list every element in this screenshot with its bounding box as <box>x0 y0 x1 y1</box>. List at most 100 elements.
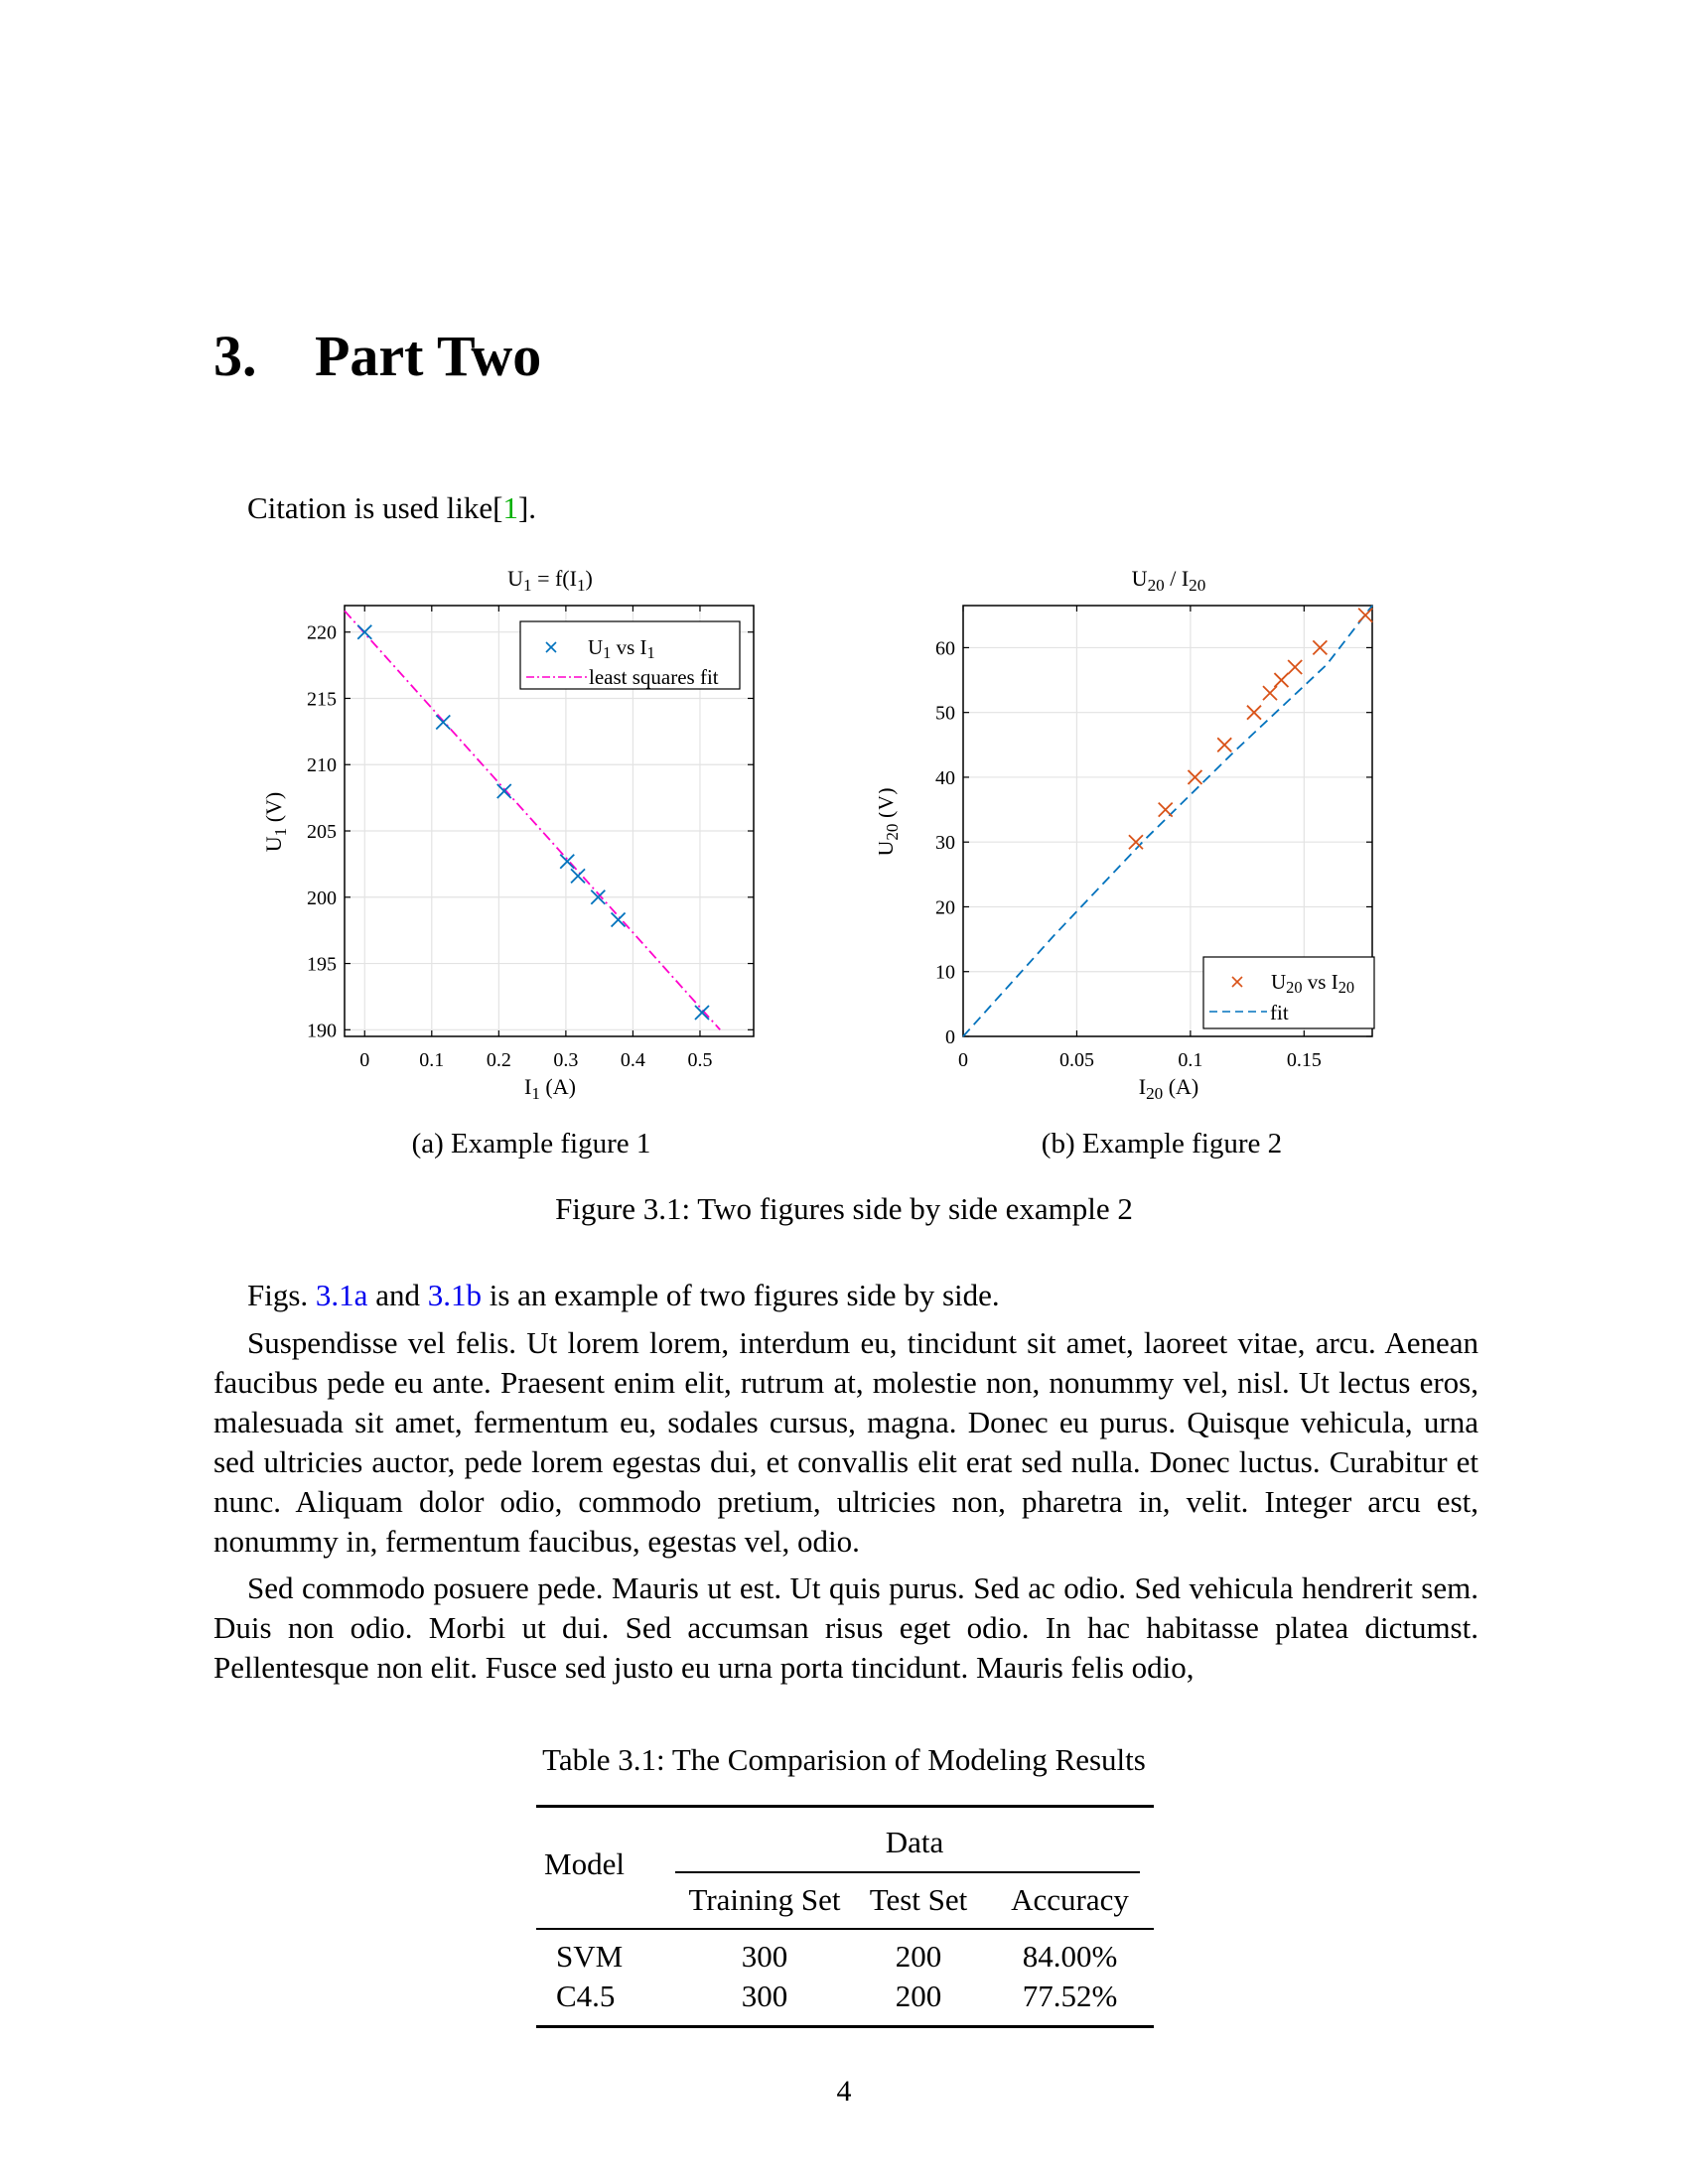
figure-a-axes-box <box>344 605 755 1037</box>
figure-a-title: U1 = f(I1) <box>507 566 593 595</box>
y-tick-label: 200 <box>307 887 337 909</box>
intro-line: Citation is used like[1]. <box>247 488 536 528</box>
data-point <box>1312 639 1328 656</box>
figure-a-xtick-labels: 0 0.1 0.2 0.3 0.4 0.5 <box>359 1049 712 1071</box>
data-point <box>1128 834 1144 850</box>
y-tick-label: 190 <box>307 1020 337 1041</box>
data-point <box>1262 685 1278 701</box>
figure-ref-b[interactable]: 3.1b <box>427 1278 482 1312</box>
data-point <box>1246 705 1262 721</box>
data-point <box>559 854 575 870</box>
x-tick-label: 0.5 <box>687 1049 712 1071</box>
figs-sentence: Figs. 3.1a and 3.1b is an example of two… <box>247 1276 1000 1315</box>
intro-prefix: Citation is used like[ <box>247 490 503 525</box>
table-cell: 300 <box>741 1939 788 1974</box>
figure-a-ticks <box>345 606 754 1036</box>
figure-a-legend-marker <box>545 641 557 653</box>
data-point <box>1273 672 1290 688</box>
y-tick-label: 215 <box>307 688 337 710</box>
figure-b-legend-label-2: fit <box>1270 1001 1289 1024</box>
data-point <box>1216 737 1232 752</box>
data-point <box>435 714 451 731</box>
y-tick-label: 20 <box>935 896 955 918</box>
table-cell: 200 <box>895 1979 942 2013</box>
x-tick-label: 0 <box>958 1049 968 1071</box>
table-caption: Table 3.1: The Comparision of Modeling R… <box>542 1742 1146 1777</box>
figure-b-axes-box <box>962 605 1373 1037</box>
chapter-heading: 3. Part Two <box>213 328 541 385</box>
table-header-group: Data <box>885 1825 944 1859</box>
figs-suffix: is an example of two figures side by sid… <box>481 1278 1000 1312</box>
figure-a-ytick-labels: 190 195 200 205 210 215 220 <box>307 622 337 1042</box>
chapter-title: Part Two <box>315 324 542 388</box>
y-tick-label: 50 <box>935 703 955 725</box>
figure-b-xtick-labels: 0 0.05 0.1 0.15 <box>958 1049 1322 1071</box>
data-point <box>1287 659 1303 675</box>
figure-a-legend-label-2: least squares fit <box>589 665 719 689</box>
figure-ref-a[interactable]: 3.1a <box>315 1278 368 1312</box>
table-col-training: Training Set <box>688 1882 841 1917</box>
figure-a-fit-line <box>344 610 721 1030</box>
chapter-number: 3. <box>213 324 257 388</box>
figure-b-chart: U20 / I20 0 0.05 0.1 0.15 0 10 20 30 40 50 60 U20… <box>879 566 1375 1103</box>
page-number: 4 <box>836 2075 852 2108</box>
y-tick-label: 30 <box>935 832 955 854</box>
table-cell: 84.00% <box>1022 1939 1118 1974</box>
citation-link[interactable]: 1 <box>502 490 518 525</box>
series-line <box>344 610 721 1030</box>
figure-b-legend-box <box>1202 956 1375 1029</box>
data-point <box>570 868 586 885</box>
y-tick-label: 220 <box>307 622 337 644</box>
figure-b-ylabel: U20 (V) <box>879 787 902 856</box>
figure-a-xlabel: I1 (A) <box>524 1074 576 1103</box>
figure-a-ylabel: U1 (V) <box>261 792 290 853</box>
x-tick-label: 0.15 <box>1287 1049 1322 1071</box>
x-tick-label: 0.4 <box>621 1049 645 1071</box>
data-point <box>610 911 627 928</box>
table-mid-rule <box>536 1928 1154 1930</box>
table-cell-model: SVM <box>556 1939 624 1974</box>
intro-suffix: ]. <box>517 490 537 525</box>
data-point <box>496 783 512 799</box>
data-point <box>694 1005 710 1021</box>
figure-a-caption: (a) Example figure 1 <box>411 1128 651 1160</box>
table-top-rule <box>536 1805 1154 1808</box>
figure-b-legend-label-1: U20 vs I20 <box>1271 970 1354 997</box>
table-cell: 200 <box>895 1939 942 1974</box>
y-tick-label: 10 <box>935 962 955 984</box>
table-cell-model: C4.5 <box>556 1979 616 2013</box>
figure-b-legend-marker <box>1231 976 1243 988</box>
figure-b-xlabel: I20 (A) <box>1139 1074 1199 1103</box>
y-tick-label: 195 <box>307 954 337 976</box>
figure-a-legend-box <box>519 620 741 690</box>
x-tick-label: 0.3 <box>553 1049 578 1071</box>
figure-caption: Figure 3.1: Two figures side by side exa… <box>555 1191 1133 1226</box>
data-point <box>590 889 606 905</box>
y-tick-label: 210 <box>307 754 337 776</box>
y-tick-label: 40 <box>935 767 955 789</box>
figure-a-legend-label-1: U1 vs I1 <box>588 635 655 662</box>
body-paragraph-2: Sed commodo posuere pede. Mauris ut est.… <box>213 1570 1478 1685</box>
figure-b-caption: (b) Example figure 2 <box>1041 1128 1283 1160</box>
data-point <box>356 624 372 640</box>
x-tick-label: 0.2 <box>487 1049 511 1071</box>
y-tick-label: 0 <box>945 1026 955 1048</box>
data-point <box>1187 769 1203 785</box>
x-tick-label: 0.1 <box>419 1049 444 1071</box>
table-header-model: Model <box>544 1846 625 1881</box>
figure-b-title: U20 / I20 <box>1132 566 1206 595</box>
y-tick-label: 205 <box>307 821 337 843</box>
figure-a-chart: U1 = f(I1) 0 0.1 0.2 0.3 0.4 0.5 190 195 200 205… <box>261 566 755 1103</box>
data-point <box>1158 801 1174 818</box>
table-bottom-rule <box>536 2025 1154 2028</box>
figs-prefix: Figs. <box>247 1278 316 1312</box>
body-paragraph-1: Suspendisse vel felis. Ut lorem lorem, i… <box>213 1325 1478 1559</box>
x-tick-label: 0.05 <box>1059 1049 1094 1071</box>
figure-b-points <box>1128 608 1373 850</box>
table-col-accuracy: Accuracy <box>1011 1882 1129 1917</box>
table-cell: 300 <box>741 1979 788 2013</box>
x-tick-label: 0 <box>359 1049 369 1071</box>
table-col-test: Test Set <box>869 1882 968 1917</box>
figure-b-ytick-labels: 0 10 20 30 40 50 60 <box>935 637 955 1048</box>
figure-a-points <box>356 624 710 1021</box>
